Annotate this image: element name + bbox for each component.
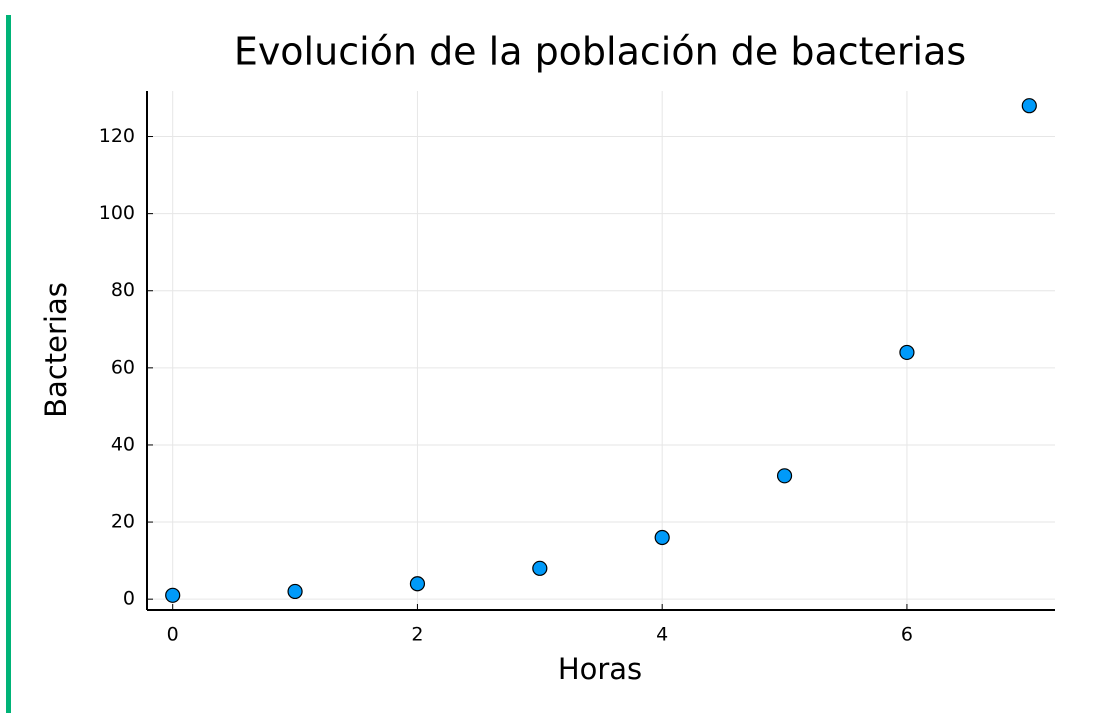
point: [654, 529, 670, 546]
x-tick-label: 4: [656, 624, 668, 646]
point: [1021, 98, 1037, 114]
x-tick-label: 2: [411, 624, 423, 646]
x-axis-label: Horas: [558, 652, 642, 686]
side-bar: [6, 15, 11, 713]
y-tick-label: 120: [99, 125, 135, 147]
x-tick-label: 0: [167, 624, 179, 646]
point: [165, 587, 181, 603]
point: [532, 560, 548, 576]
y-tick-label: 0: [123, 588, 135, 610]
chart-title: Evolución de la población de bacterias: [234, 30, 966, 74]
y-tick-label: 80: [111, 279, 135, 301]
y-tick-label: 60: [111, 356, 135, 378]
y-axis-label: Bacterias: [39, 282, 73, 418]
y-tick-label: 100: [99, 202, 135, 224]
point: [899, 344, 915, 361]
point: [409, 576, 426, 592]
y-tick-label: 20: [111, 511, 135, 533]
point: [776, 468, 793, 484]
x-tick-label: 6: [901, 624, 913, 646]
y-tick-label: 40: [111, 433, 135, 455]
point: [287, 583, 303, 600]
